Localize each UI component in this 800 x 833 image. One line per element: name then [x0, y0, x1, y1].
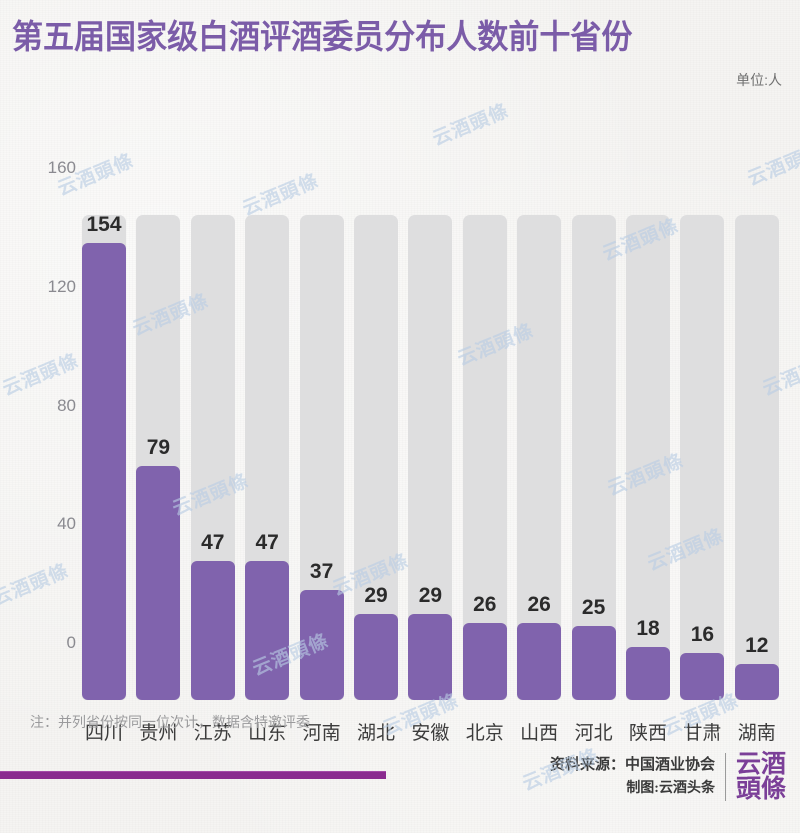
bar-value-label: 12 — [745, 634, 769, 658]
bar-chart-plot-area: 0 40 80 120 160 154 四川 79 贵州 47 江苏 47 山东 37 河南 29 湖北 29 安… — [0, 0, 790, 744]
credit-line: 制图:云酒头条 — [626, 781, 715, 796]
bar-group[interactable]: 47 山东 — [245, 57, 290, 744]
y-axis-tick-label: 120 — [47, 277, 76, 297]
brand-logo: 云酒 頭條 — [736, 752, 786, 802]
credit-text-block: 资料来源：中国酒业协会 制图:云酒头条 — [550, 754, 715, 800]
y-axis-tick-label: 160 — [47, 158, 76, 178]
bar-fill[interactable] — [82, 243, 126, 700]
bar-group[interactable]: 37 河南 — [299, 57, 344, 744]
bar-group[interactable]: 47 江苏 — [190, 57, 235, 744]
bar-fill[interactable] — [299, 590, 344, 700]
y-axis-tick-label: 0 — [66, 633, 76, 652]
bar-group[interactable]: 29 安徽 — [408, 57, 453, 744]
bar-fill[interactable] — [626, 646, 670, 700]
bar-group[interactable]: 79 贵州 — [136, 57, 181, 744]
bar-group[interactable]: 25 河北 — [571, 57, 616, 744]
bar-group[interactable]: 12 湖南 — [734, 57, 779, 744]
bar-value-label: 154 — [86, 213, 122, 237]
y-axis-tick-label: 80 — [57, 395, 76, 415]
bar-track — [734, 215, 779, 700]
bar-fill[interactable] — [571, 625, 616, 700]
bar-fill[interactable] — [734, 664, 779, 700]
bar-value-label: 79 — [146, 435, 171, 459]
bar-fill[interactable] — [190, 560, 235, 700]
bars-container: 154 四川 79 贵州 47 江苏 47 山东 37 河南 29 湖北 29 安徽 26 北京 26 山西 25 河… — [82, 0, 790, 744]
bar-fill[interactable] — [517, 622, 562, 700]
footer-credit: 资料来源：中国酒业协会 制图:云酒头条 云酒 頭條 — [550, 752, 786, 802]
source-line: 资料来源：中国酒业协会 — [549, 757, 715, 773]
credit-divider — [724, 753, 726, 801]
bar-fill[interactable] — [408, 613, 453, 700]
bar-group[interactable]: 16 甘肃 — [680, 57, 725, 744]
accent-divider — [0, 771, 386, 779]
bar-fill[interactable] — [245, 560, 290, 700]
footnote: 注：并列省份按同一位次计，数据含特邀评委 — [30, 714, 310, 730]
bar-fill[interactable] — [680, 652, 725, 700]
x-axis-category-label: 湖南 — [737, 723, 776, 744]
bar-fill[interactable] — [462, 622, 507, 700]
y-axis-tick-label: 40 — [57, 514, 76, 534]
bar-group[interactable]: 29 湖北 — [354, 57, 398, 744]
bar-group[interactable]: 26 北京 — [462, 57, 507, 744]
brand-logo-top: 云酒 — [735, 751, 786, 778]
bar-value-label: 47 — [255, 530, 279, 554]
bar-group[interactable]: 18 陕西 — [626, 57, 670, 744]
bar-group[interactable]: 154 四川 — [82, 57, 126, 744]
brand-logo-bottom: 頭條 — [735, 776, 786, 803]
bar-group[interactable]: 26 山西 — [517, 57, 562, 744]
bar-value-label: 37 — [309, 560, 334, 584]
bar-fill[interactable] — [354, 613, 398, 700]
bar-fill[interactable] — [136, 465, 181, 700]
y-axis: 0 40 80 120 160 — [0, 0, 76, 700]
